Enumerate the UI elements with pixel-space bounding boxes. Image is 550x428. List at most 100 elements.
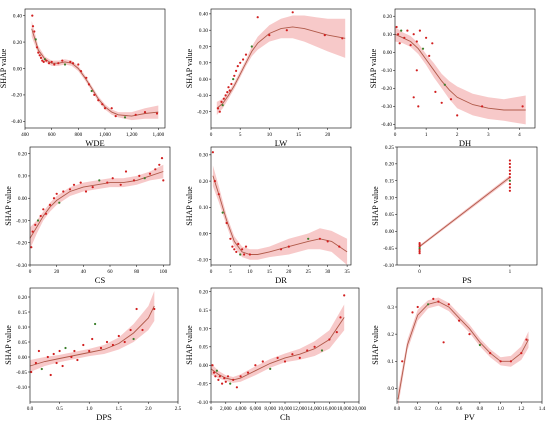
y-tick-label: 0.00 (18, 355, 27, 361)
data-point (46, 355, 49, 359)
fit-curve (29, 171, 164, 239)
data-point (57, 62, 60, 65)
confidence-band (30, 291, 155, 372)
data-point (42, 60, 45, 64)
plot-frame (29, 146, 171, 266)
data-point (508, 159, 511, 162)
x-tick-label: 30 (325, 269, 331, 275)
data-point (417, 105, 420, 108)
data-point (34, 361, 38, 365)
x-axis-label: DPS (96, 412, 112, 422)
data-point (418, 252, 421, 255)
data-point (119, 183, 122, 186)
data-point (73, 349, 76, 353)
data-point (415, 69, 418, 72)
data-point (231, 245, 234, 248)
y-tick-label: 0.0 (388, 386, 395, 392)
data-point (76, 358, 79, 362)
data-point (437, 300, 440, 303)
data-point (105, 340, 109, 344)
data-point (235, 250, 238, 253)
x-tick-label: 15 (296, 132, 302, 138)
x-axis-label: DH (459, 138, 471, 148)
data-point (103, 107, 107, 110)
y-tick-label: -0.20 (16, 241, 27, 247)
fit-curve (29, 305, 155, 367)
x-tick-label: 100 (159, 269, 167, 275)
data-point (520, 352, 523, 355)
x-tick-label: 20 (54, 269, 60, 275)
data-point (508, 162, 511, 165)
data-point (88, 349, 91, 353)
data-point (216, 107, 220, 110)
data-point (232, 78, 235, 81)
data-point (239, 253, 242, 256)
data-point (30, 370, 33, 374)
data-point (132, 337, 135, 341)
data-point (243, 253, 246, 256)
data-point (211, 151, 214, 154)
data-point (412, 33, 415, 36)
y-tick-label: 0.10 (385, 195, 394, 201)
data-point (509, 360, 512, 363)
data-point (211, 364, 214, 367)
data-point (224, 94, 227, 97)
data-point (508, 183, 511, 186)
y-axis-label: SHAP value (4, 325, 13, 365)
y-tick-label: 0.40 (13, 13, 22, 19)
y-tick-label: -0.40 (381, 122, 392, 128)
data-point (261, 360, 264, 363)
y-tick-label: 0.10 (18, 174, 27, 180)
data-point (508, 189, 511, 192)
x-tick-label: 0 (418, 269, 421, 275)
x-tick-label: 0 (210, 406, 213, 412)
data-point (138, 174, 141, 177)
x-tick-label: 0.8 (477, 406, 484, 412)
data-point (418, 250, 421, 253)
x-tick-label: 20 (286, 269, 292, 275)
data-point (440, 101, 443, 104)
data-point (37, 51, 40, 54)
data-point (215, 369, 218, 372)
data-point (135, 307, 138, 311)
plot-frame (394, 8, 536, 129)
data-point (58, 349, 61, 353)
data-point (291, 353, 294, 356)
data-point (222, 97, 225, 100)
y-tick-label: 0.00 (13, 66, 22, 72)
data-point (229, 382, 232, 385)
data-point (101, 103, 104, 106)
data-point (341, 37, 344, 40)
y-tick-label: -0.10 (16, 218, 27, 224)
y-axis-label: SHAP value (371, 325, 380, 365)
data-point (69, 60, 72, 64)
x-tick-label: 0.0 (27, 406, 34, 412)
data-point (403, 36, 406, 39)
x-axis-label: Ch (280, 412, 291, 422)
data-point (418, 242, 421, 245)
data-point (155, 112, 159, 115)
data-point (41, 59, 44, 62)
data-point (64, 346, 67, 350)
data-point (409, 44, 412, 47)
x-tick-label: 2.5 (175, 406, 182, 412)
x-tick-label: 0.5 (56, 406, 63, 412)
data-point (285, 29, 288, 32)
x-tick-label: 80 (134, 269, 140, 275)
data-point (214, 375, 217, 378)
x-tick-label: 16,000 (322, 406, 337, 412)
data-point (418, 243, 421, 246)
data-point (132, 179, 136, 182)
data-point (432, 297, 435, 300)
data-point (50, 60, 53, 64)
data-point (412, 96, 415, 99)
data-point (160, 157, 164, 160)
x-axis-label: PV (464, 412, 476, 422)
data-point (98, 179, 101, 182)
data-point (226, 375, 230, 378)
x-tick-label: 3 (487, 132, 490, 138)
x-tick-label: 4,000 (235, 406, 247, 412)
x-axis-label: PS (462, 275, 472, 285)
x-tick-label: 1.2 (518, 406, 525, 412)
